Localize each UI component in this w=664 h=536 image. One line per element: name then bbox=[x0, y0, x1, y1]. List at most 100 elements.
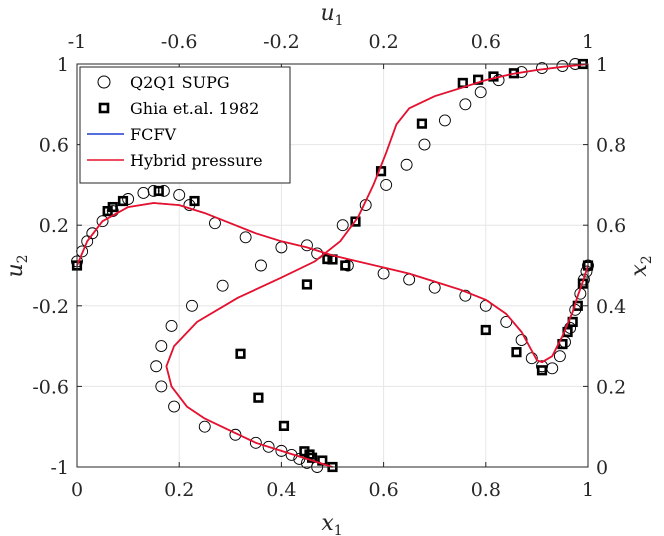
point-q2q1-supg bbox=[186, 299, 198, 312]
top-tick-label: 0.2 bbox=[368, 31, 398, 53]
point-q2q1-supg bbox=[459, 98, 472, 111]
point-q2q1-supg bbox=[262, 440, 275, 453]
right-tick-label: 1 bbox=[596, 54, 608, 76]
bottom-tick-label: 0.4 bbox=[266, 479, 296, 501]
legend-marker-ghia bbox=[98, 102, 110, 114]
point-q2q1-supg bbox=[459, 289, 472, 302]
point-q2q1-supg bbox=[173, 189, 186, 201]
series-layer bbox=[71, 58, 594, 473]
point-ghia-et-al-1982 bbox=[235, 348, 246, 359]
point-q2q1-supg bbox=[155, 340, 168, 353]
point-q2q1-supg bbox=[249, 436, 262, 449]
point-q2q1-supg bbox=[525, 352, 538, 365]
right-tick-label: 0.4 bbox=[596, 296, 626, 318]
point-ghia-et-al-1982 bbox=[340, 260, 351, 271]
point-q2q1-supg bbox=[380, 178, 393, 191]
bottom-tick-label: 0.6 bbox=[368, 479, 398, 501]
left-tick-label: -0.2 bbox=[32, 296, 69, 318]
legend-label-fcfv: FCFV bbox=[130, 125, 176, 144]
right-tick-label: 0.8 bbox=[596, 135, 626, 157]
left-tick-label: -1 bbox=[50, 457, 69, 479]
right-tick-label: 0.2 bbox=[596, 376, 626, 398]
left-tick-label: -0.6 bbox=[32, 376, 69, 398]
point-ghia-et-al-1982 bbox=[299, 446, 310, 457]
point-ghia-et-al-1982 bbox=[457, 77, 468, 89]
plot-frame bbox=[76, 63, 589, 468]
point-q2q1-supg bbox=[515, 334, 528, 347]
point-q2q1-supg bbox=[168, 400, 181, 413]
point-ghia-et-al-1982 bbox=[511, 347, 522, 358]
point-q2q1-supg bbox=[147, 184, 160, 197]
point-ghia-et-al-1982 bbox=[350, 216, 361, 227]
point-ghia-et-al-1982 bbox=[301, 279, 313, 290]
point-ghia-et-al-1982 bbox=[322, 253, 333, 265]
point-q2q1-supg bbox=[500, 315, 513, 328]
point-ghia-et-al-1982 bbox=[253, 392, 264, 403]
point-q2q1-supg bbox=[216, 279, 229, 292]
point-q2q1-supg bbox=[137, 187, 150, 199]
left-axis-label: u2 bbox=[3, 254, 31, 277]
point-ghia-et-al-1982 bbox=[189, 195, 200, 207]
left-axis-label-group: u2 bbox=[3, 254, 31, 277]
top-tick-label: -1 bbox=[68, 31, 87, 53]
top-axis-label: u1 bbox=[320, 1, 343, 29]
bottom-tick-label: 0.2 bbox=[164, 479, 194, 501]
top-tick-label: 1 bbox=[582, 31, 594, 53]
legend-label-ghia: Ghia et.al. 1982 bbox=[130, 99, 259, 118]
bottom-tick-label: 1 bbox=[582, 479, 594, 501]
point-q2q1-supg bbox=[155, 380, 168, 393]
point-ghia-et-al-1982 bbox=[117, 195, 129, 207]
point-ghia-et-al-1982 bbox=[480, 324, 491, 336]
legend-label-q2q1-supg: Q2Q1 SUPG bbox=[130, 73, 230, 92]
top-tick-label: 0.6 bbox=[471, 31, 501, 53]
legend-label-hybrid-pressure: Hybrid pressure bbox=[130, 151, 263, 170]
tick-layer: 0 0.2 0.4 0.6 0.8 1-1 -0.6 -0.2 0.2 0.6 110.60.2-0… bbox=[32, 31, 626, 501]
point-q2q1-supg bbox=[403, 273, 416, 286]
bottom-tick-label: 0 bbox=[71, 479, 83, 501]
point-q2q1-supg bbox=[255, 259, 267, 272]
point-q2q1-supg bbox=[96, 215, 109, 228]
point-q2q1-supg bbox=[106, 205, 119, 218]
left-tick-label: 1 bbox=[57, 54, 69, 76]
point-q2q1-supg bbox=[428, 281, 441, 294]
point-q2q1-supg bbox=[275, 444, 288, 457]
point-q2q1-supg bbox=[86, 227, 99, 240]
point-ghia-et-al-1982 bbox=[153, 185, 164, 197]
point-q2q1-supg bbox=[580, 265, 593, 278]
legend: Q2Q1 SUPG Ghia et.al. 1982 FCFV Hybrid p… bbox=[79, 66, 291, 184]
legend-marker-q2q1-supg bbox=[97, 75, 111, 89]
series-line-fcfv bbox=[76, 202, 589, 363]
point-q2q1-supg bbox=[157, 184, 170, 197]
point-q2q1-supg bbox=[198, 420, 211, 433]
bottom-axis-label: x1 bbox=[321, 511, 342, 536]
point-q2q1-supg bbox=[553, 350, 566, 363]
series-line-hybrid-pressure bbox=[165, 63, 589, 468]
top-tick-label: -0.6 bbox=[161, 31, 198, 53]
point-q2q1-supg bbox=[336, 219, 349, 232]
point-ghia-et-al-1982 bbox=[278, 420, 290, 431]
point-q2q1-supg bbox=[150, 360, 163, 373]
legend-box bbox=[79, 66, 291, 184]
point-q2q1-supg bbox=[546, 362, 559, 375]
point-ghia-et-al-1982 bbox=[107, 201, 118, 213]
point-ghia-et-al-1982 bbox=[416, 118, 428, 129]
left-tick-label: 0.2 bbox=[39, 215, 69, 237]
right-tick-label: 0.6 bbox=[596, 215, 626, 237]
point-q2q1-supg bbox=[474, 86, 487, 99]
left-tick-label: 0.6 bbox=[39, 135, 69, 157]
point-ghia-et-al-1982 bbox=[473, 74, 484, 85]
point-q2q1-supg bbox=[400, 158, 413, 171]
top-tick-label: -0.2 bbox=[263, 31, 300, 53]
point-q2q1-supg bbox=[122, 193, 135, 205]
point-q2q1-supg bbox=[438, 114, 451, 127]
point-q2q1-supg bbox=[165, 320, 178, 332]
point-q2q1-supg bbox=[418, 138, 431, 151]
bottom-tick-label: 0.8 bbox=[471, 479, 501, 501]
point-ghia-et-al-1982 bbox=[536, 365, 548, 376]
right-axis-label: x2 bbox=[627, 255, 655, 276]
point-q2q1-supg bbox=[239, 231, 252, 244]
series-line-hybrid-pressure bbox=[76, 202, 589, 364]
right-tick-label: 0 bbox=[596, 457, 608, 479]
right-axis-label-group: x2 bbox=[627, 255, 655, 276]
